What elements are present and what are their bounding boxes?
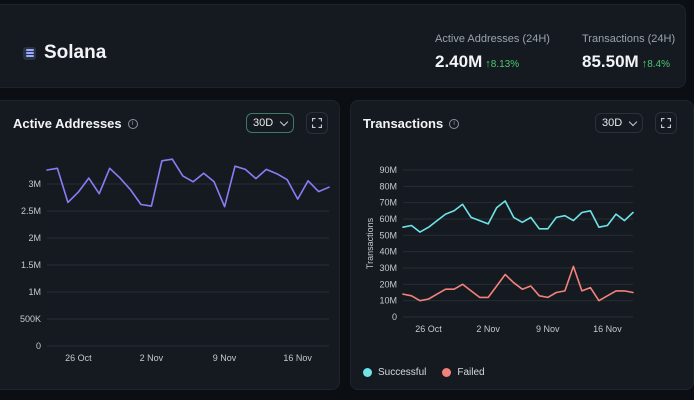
y-tick-label: 0 [392,312,397,322]
x-tick-label: 26 Oct [415,324,442,334]
series-line-active-addresses [46,158,330,208]
legend-label: Failed [457,367,485,378]
x-tick-label: 9 Nov [536,324,560,334]
solana-logo-icon [23,46,36,60]
active-addresses-expand-button[interactable] [306,112,328,134]
y-tick-label: 1.5M [21,260,41,270]
transactions-expand-button[interactable] [655,112,677,134]
stat-label: Active Addresses (24H) [435,33,550,45]
arrow-up-icon: ↑ [485,58,491,70]
y-tick-label: 0 [36,341,41,351]
stat-label: Transactions (24H) [582,33,676,45]
x-tick-label: 9 Nov [213,353,237,363]
info-icon[interactable]: i [127,118,138,129]
series-line-successful [402,200,634,233]
y-tick-label: 2.5M [21,206,41,216]
y-tick-label: 10M [379,296,397,306]
transactions-chart: 0 10M 20M 30M 40M 50M 60M 70M 80M 90M 26 Oct 2 Nov 9… [365,165,634,334]
transactions-title: Transactions i [363,116,460,131]
expand-icon [312,118,322,128]
y-tick-label: 40M [379,247,397,257]
y-tick-label: 2M [28,233,41,243]
y-tick-label: 50M [379,230,397,240]
transactions-card: Transactions i 30D 0 10M 20M 30M 40M 50M 60M 70… [350,100,694,390]
legend-label: Successful [378,367,427,378]
token-brand: Solana [23,42,106,64]
series-line-failed [402,265,634,302]
active-addresses-card: Active Addresses i 30D 0 500K 1M 1.5M 2M 2.5M… [0,100,340,390]
transactions-range-select[interactable]: 30D [595,113,644,133]
y-tick-label: 500K [20,314,41,324]
range-select-value: 30D [602,117,623,129]
y-tick-label: 60M [379,214,397,224]
stat-active-addresses: Active Addresses (24H) 2.40M ↑8.13% [435,33,550,72]
y-tick-label: 70M [379,198,397,208]
arrow-up-icon: ↑ [641,58,648,70]
active-addresses-title: Active Addresses i [13,116,138,131]
stat-value: 85.50M [582,52,639,71]
token-name: Solana [44,42,107,63]
stat-change: ↑8.4% [642,58,670,70]
card-title-text: Active Addresses [13,116,122,131]
legend-item-successful[interactable]: Successful [363,367,426,378]
stat-value: 2.40M [435,52,483,71]
y-tick-label: 1M [28,287,41,297]
y-tick-label: 20M [379,279,397,289]
info-icon[interactable]: i [449,118,460,129]
x-tick-label: 16 Nov [593,324,622,334]
legend-swatch [442,368,452,377]
stat-change: ↑8.13% [485,58,519,70]
y-tick-label: 80M [379,181,397,191]
transactions-legend: Successful Failed [363,367,485,378]
stat-change-value: 8.13% [490,59,520,70]
legend-swatch [363,368,372,377]
x-tick-label: 26 Oct [65,353,92,363]
range-select-value: 30D [253,117,274,129]
token-header: Solana Active Addresses (24H) 2.40M ↑8.1… [0,4,686,88]
legend-item-failed[interactable]: Failed [442,367,485,378]
x-tick-label: 2 Nov [140,353,164,363]
y-tick-label: 30M [379,263,397,273]
y-tick-label: 3M [28,179,41,189]
expand-icon [661,118,671,128]
active-addresses-chart: 0 500K 1M 1.5M 2M 2.5M 3M 26 Oct 2 Nov 9 Nov 16 No… [20,158,330,363]
stat-change-value: 8.4% [647,59,670,70]
x-tick-label: 2 Nov [476,324,500,334]
y-axis-title: Transactions [365,217,375,269]
active-addresses-range-select[interactable]: 30D [246,113,295,133]
card-title-text: Transactions [363,116,444,131]
x-tick-label: 16 Nov [283,353,312,363]
y-tick-label: 90M [379,165,397,175]
stat-transactions: Transactions (24H) 85.50M ↑8.4% [582,33,675,72]
